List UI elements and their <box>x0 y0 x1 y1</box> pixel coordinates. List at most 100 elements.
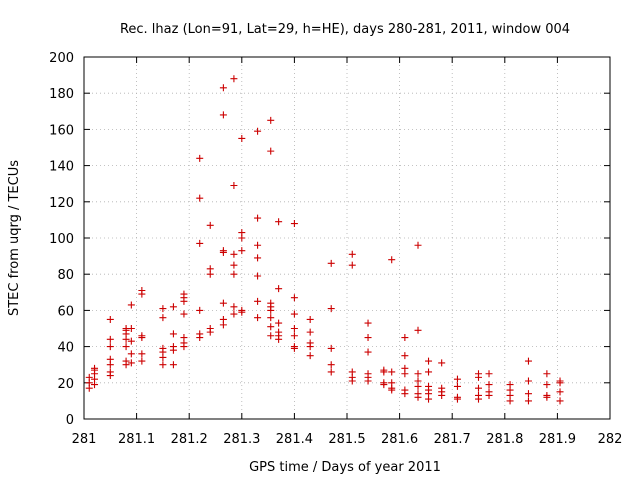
grid-lines <box>84 57 610 419</box>
data-point <box>290 325 298 332</box>
data-point <box>254 314 262 322</box>
data-point <box>254 214 262 222</box>
y-tick-label: 20 <box>57 377 74 392</box>
data-point <box>524 397 532 405</box>
data-point <box>230 250 238 258</box>
data-point <box>127 359 135 367</box>
data-point <box>348 261 356 269</box>
data-point <box>219 111 227 119</box>
y-tick-label: 0 <box>66 413 74 428</box>
data-point <box>254 241 262 249</box>
data-point <box>267 116 275 124</box>
data-point <box>267 323 275 331</box>
data-point <box>425 357 433 365</box>
data-point <box>85 373 93 381</box>
data-point <box>290 310 298 318</box>
data-point <box>414 390 422 398</box>
data-point <box>543 391 551 399</box>
data-point <box>485 388 493 396</box>
data-point <box>485 381 493 389</box>
data-point <box>506 381 514 389</box>
data-point <box>138 350 146 358</box>
data-point <box>438 384 446 392</box>
x-tick-label: 281.2 <box>171 432 208 447</box>
data-point <box>327 368 335 376</box>
data-point <box>290 220 298 228</box>
x-axis-label: GPS time / Days of year 2011 <box>249 460 441 475</box>
data-point <box>401 364 409 372</box>
data-point <box>380 379 388 387</box>
data-point <box>475 391 482 399</box>
y-tick-label: 120 <box>49 196 74 211</box>
data-point <box>159 361 167 369</box>
data-point <box>453 382 461 390</box>
data-point <box>159 344 167 352</box>
data-point <box>122 343 130 351</box>
data-point <box>169 361 177 369</box>
x-tick-label: 281.6 <box>381 432 418 447</box>
data-point <box>401 334 409 342</box>
data-point <box>438 359 446 367</box>
data-point <box>414 377 422 385</box>
data-point <box>219 247 227 255</box>
data-point <box>267 299 275 307</box>
data-point <box>364 348 372 356</box>
data-point <box>219 84 227 92</box>
data-point <box>159 305 167 313</box>
data-point <box>290 343 298 351</box>
data-point <box>196 330 204 338</box>
data-point <box>327 361 335 369</box>
data-point <box>485 370 493 378</box>
data-point <box>388 368 396 376</box>
data-point <box>196 154 204 162</box>
data-point <box>206 221 214 229</box>
plot-frame <box>83 56 611 420</box>
data-point <box>275 218 283 226</box>
data-point <box>348 368 356 376</box>
data-point <box>543 381 551 389</box>
data-point <box>524 357 532 365</box>
data-point <box>306 315 314 323</box>
x-tick-label: 281.3 <box>223 432 260 447</box>
data-point <box>556 397 564 405</box>
data-point <box>364 370 372 378</box>
data-point <box>425 368 433 376</box>
data-point <box>364 319 372 327</box>
y-tick-label: 140 <box>49 160 74 175</box>
y-tick-label: 200 <box>49 51 74 66</box>
data-point <box>306 352 314 360</box>
x-tick-label: 281.9 <box>539 432 576 447</box>
chart-title: Rec. lhaz (Lon=91, Lat=29, h=HE), days 2… <box>120 22 570 37</box>
data-point <box>290 294 298 302</box>
data-point <box>275 328 283 336</box>
data-point <box>230 270 238 278</box>
data-point <box>453 375 461 383</box>
data-point <box>91 364 99 372</box>
data-point <box>180 290 188 298</box>
y-tick-label: 100 <box>49 232 74 247</box>
y-axis-label: STEC from uqrg / TECUs <box>7 160 22 316</box>
data-point <box>475 384 482 392</box>
x-tick-label: 281.7 <box>434 432 471 447</box>
data-point <box>254 272 262 280</box>
data-point <box>401 386 409 394</box>
data-point <box>219 299 227 307</box>
y-tick-label: 40 <box>57 341 74 356</box>
data-point <box>524 390 532 398</box>
data-point <box>238 229 246 237</box>
data-point <box>127 301 135 309</box>
data-point <box>169 343 177 351</box>
data-point <box>238 306 246 314</box>
data-point <box>106 355 114 363</box>
data-point <box>327 259 335 267</box>
data-point <box>254 297 262 305</box>
data-point <box>106 335 114 343</box>
x-tick-label: 281.4 <box>276 432 313 447</box>
data-point <box>254 127 262 135</box>
data-point <box>138 286 146 294</box>
data-point <box>414 326 422 334</box>
data-point <box>106 343 114 351</box>
data-point <box>327 305 335 313</box>
data-point <box>127 350 135 358</box>
